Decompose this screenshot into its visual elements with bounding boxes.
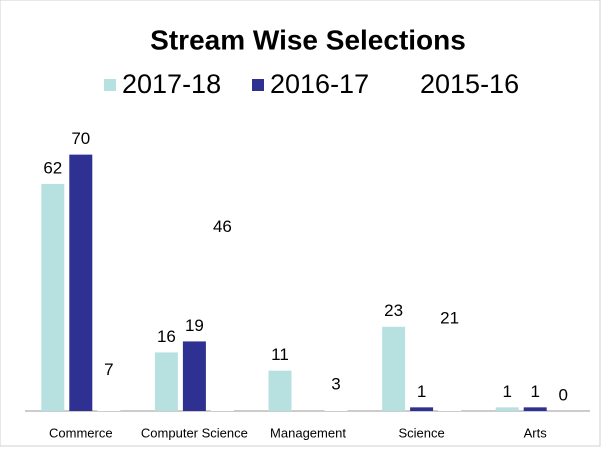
data-label: 11 xyxy=(271,345,289,364)
data-label: 23 xyxy=(384,301,403,320)
data-label: 7 xyxy=(104,360,113,379)
legend-label: 2016-17 xyxy=(270,69,369,99)
bar xyxy=(268,370,292,411)
bar xyxy=(410,407,434,411)
chart-title: Stream Wise Selections xyxy=(150,24,466,55)
legend-swatch xyxy=(252,79,264,91)
bar xyxy=(97,385,121,411)
legend-swatch xyxy=(104,79,116,91)
data-label: 46 xyxy=(213,217,232,236)
bar xyxy=(523,407,547,411)
bar xyxy=(495,407,519,411)
bar xyxy=(210,242,234,411)
bar xyxy=(382,326,406,411)
bar xyxy=(41,183,65,411)
data-label: 1 xyxy=(417,382,426,401)
legend-label: 2017-18 xyxy=(122,69,221,99)
data-label: 1 xyxy=(502,382,511,401)
legend-swatch xyxy=(402,79,414,91)
data-label: 21 xyxy=(440,309,459,328)
x-tick-label: Science xyxy=(398,425,444,440)
data-label: 0 xyxy=(558,385,567,404)
bar xyxy=(324,400,348,411)
data-label: 19 xyxy=(185,316,204,335)
x-tick-label: Computer Science xyxy=(141,425,248,440)
data-label: 62 xyxy=(43,158,62,177)
bar xyxy=(69,154,93,411)
data-label: 1 xyxy=(530,382,539,401)
bar xyxy=(438,334,462,411)
data-label: 3 xyxy=(331,374,340,393)
data-label: 70 xyxy=(71,129,90,148)
bar xyxy=(182,341,206,411)
x-tick-label: Arts xyxy=(524,425,548,440)
bar xyxy=(154,352,178,411)
data-label: 16 xyxy=(157,327,176,346)
legend-label: 2015-16 xyxy=(420,69,519,99)
x-tick-label: Management xyxy=(270,425,346,440)
x-tick-label: Commerce xyxy=(49,425,113,440)
